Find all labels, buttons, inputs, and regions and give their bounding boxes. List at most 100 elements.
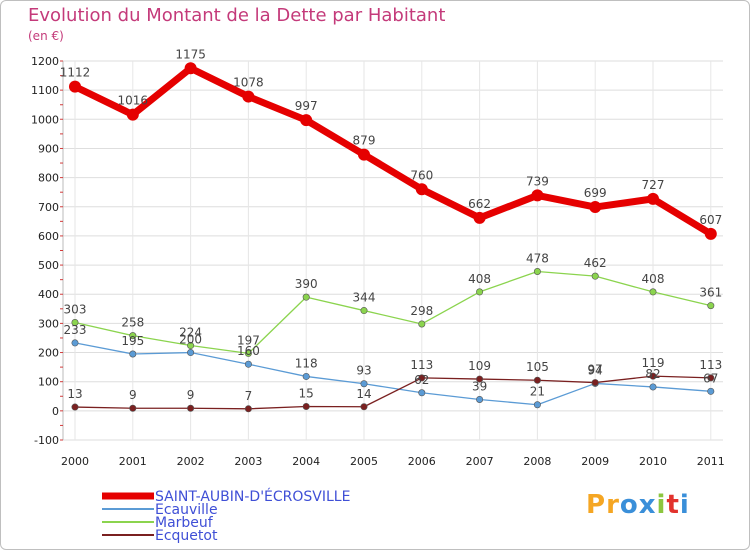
legend-label: Ecauville [155, 502, 218, 518]
data-point [531, 189, 544, 202]
data-label: 1175 [175, 47, 206, 61]
y-tick-label: 200 [38, 347, 59, 360]
data-label: 997 [295, 99, 318, 113]
data-point [242, 90, 255, 103]
y-tick-label: 1000 [31, 113, 59, 126]
data-point [244, 349, 252, 357]
x-tick-label: 2005 [350, 455, 378, 468]
data-label: 7 [245, 389, 253, 403]
data-label: 258 [121, 316, 144, 330]
data-point [591, 272, 599, 280]
data-label: 94 [588, 363, 603, 377]
y-tick-label: 1200 [31, 55, 59, 68]
data-label: 462 [584, 256, 607, 270]
y-tick-label: 300 [38, 317, 59, 330]
data-label: 118 [295, 356, 318, 370]
data-point [591, 379, 599, 387]
data-point [71, 403, 79, 411]
data-label: 727 [642, 178, 665, 192]
x-tick-label: 2011 [697, 455, 725, 468]
y-tick-label: 900 [38, 142, 59, 155]
data-label: 109 [468, 359, 491, 373]
data-label: 478 [526, 251, 549, 265]
x-tick-label: 2003 [234, 455, 262, 468]
data-label: 390 [295, 277, 318, 291]
logo-letter: P [586, 490, 607, 520]
x-tick-label: 2004 [292, 455, 320, 468]
logo-letter: i [679, 490, 690, 520]
data-label: 39 [472, 379, 487, 393]
legend-label: Marbeuf [155, 515, 214, 531]
logo-letter: r [606, 490, 620, 520]
y-tick-label: 400 [38, 288, 59, 301]
x-tick-label: 2006 [408, 455, 436, 468]
data-point [71, 339, 79, 347]
data-point [707, 387, 715, 395]
unit-label: (en €) [28, 29, 64, 43]
logo-letter: t [666, 490, 680, 520]
data-label: 67 [703, 371, 718, 385]
data-label: 879 [353, 134, 376, 148]
data-point [187, 349, 195, 357]
data-point [129, 332, 137, 340]
series-line-1 [74, 342, 712, 406]
legend-label: Ecquetot [155, 528, 218, 544]
data-label: 1016 [118, 94, 149, 108]
data-point [533, 401, 541, 409]
data-label: 9 [187, 388, 195, 402]
data-point [473, 211, 486, 224]
data-label: 408 [642, 272, 665, 286]
data-point [69, 80, 81, 93]
data-point [360, 380, 368, 388]
data-point [418, 374, 426, 382]
series-line-2 [74, 270, 712, 355]
data-label: 344 [353, 291, 376, 305]
x-tick-label: 2002 [177, 455, 205, 468]
data-point [302, 372, 310, 380]
data-point [302, 402, 310, 410]
data-label: 105 [526, 360, 549, 374]
legend-label: SAINT-AUBIN-D'ÉCROSVILLE [155, 488, 350, 505]
data-point [589, 201, 602, 214]
data-point [360, 307, 368, 315]
data-label: 113 [699, 358, 722, 372]
y-tick-label: 1100 [31, 84, 59, 97]
data-point [707, 302, 715, 310]
data-point [302, 293, 310, 301]
data-label: 699 [584, 186, 607, 200]
data-label: 224 [179, 326, 202, 340]
data-point [476, 288, 484, 296]
data-label: 82 [645, 367, 660, 381]
data-point [476, 395, 484, 403]
data-label: 408 [468, 272, 491, 286]
data-label: 233 [64, 323, 87, 337]
data-point [649, 372, 657, 380]
y-tick-label: 800 [38, 172, 59, 185]
data-point [71, 319, 79, 327]
data-point [476, 375, 484, 383]
data-point [187, 404, 195, 412]
data-label: 13 [67, 387, 82, 401]
x-tick-label: 2009 [581, 455, 609, 468]
y-tick-label: -100 [34, 434, 59, 447]
x-tick-label: 2008 [523, 455, 551, 468]
data-label: 197 [237, 333, 260, 347]
data-label: 1078 [233, 76, 264, 90]
y-tick-label: 0 [52, 405, 59, 418]
x-tick-label: 2010 [639, 455, 667, 468]
data-point [704, 227, 717, 240]
series-line-3 [74, 375, 712, 410]
y-tick-label: 600 [38, 230, 59, 243]
data-point [649, 288, 657, 296]
data-point [129, 350, 137, 358]
data-label: 119 [642, 356, 665, 370]
data-label: 739 [526, 174, 549, 188]
data-point [647, 192, 659, 205]
data-label: 662 [468, 197, 491, 211]
data-label: 303 [64, 303, 87, 317]
data-point [360, 403, 368, 411]
proxiti-logo: Proxiti [586, 490, 690, 520]
data-label: 1112 [60, 66, 91, 80]
data-label: 97 [588, 363, 603, 377]
